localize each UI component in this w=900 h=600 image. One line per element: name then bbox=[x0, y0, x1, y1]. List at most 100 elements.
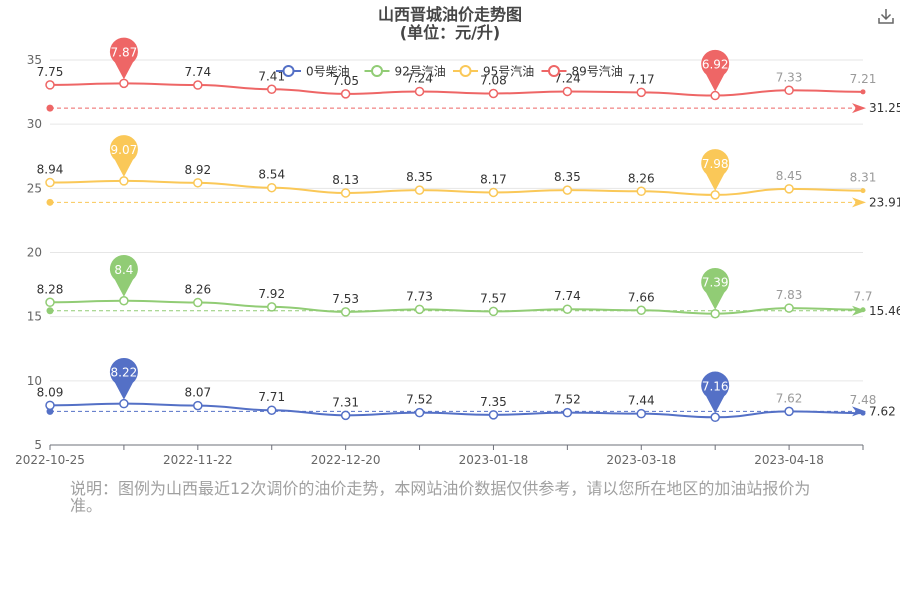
data-point[interactable] bbox=[193, 400, 203, 411]
data-point[interactable] bbox=[340, 89, 351, 99]
max-marker-pin: 8.22 bbox=[109, 357, 138, 400]
data-point[interactable] bbox=[340, 188, 351, 198]
marker-pin-shape bbox=[701, 267, 730, 310]
legend-marker bbox=[371, 65, 383, 77]
data-label: 7.17 bbox=[628, 72, 655, 86]
data-point[interactable] bbox=[488, 187, 499, 198]
series-lines bbox=[49, 82, 864, 419]
data-labels: 8.09 8.07 7.71 7.31 7.52 7.35 7.52 7.44 7.62 7.48… bbox=[37, 65, 877, 409]
marker-pin-label: 8.4 bbox=[114, 263, 133, 277]
data-point[interactable] bbox=[636, 305, 647, 315]
data-label: 7.41 bbox=[258, 69, 285, 83]
average-arrow bbox=[852, 103, 866, 114]
y-tick-label: 20 bbox=[27, 246, 42, 260]
average-value-label: 15.46 bbox=[869, 304, 900, 318]
marker-pin-label: 7.16 bbox=[702, 379, 729, 393]
data-label: 7.53 bbox=[332, 292, 359, 306]
data-point[interactable] bbox=[45, 80, 55, 90]
data-point[interactable] bbox=[636, 186, 647, 197]
data-point[interactable] bbox=[45, 400, 55, 411]
series-line bbox=[49, 179, 864, 196]
data-point[interactable] bbox=[784, 184, 794, 194]
data-label: 7.7 bbox=[853, 290, 872, 304]
legend[interactable]: 0号柴油 92号汽油 95号汽油 89号汽油 bbox=[276, 64, 623, 79]
data-label: 8.09 bbox=[37, 385, 64, 399]
data-point[interactable] bbox=[860, 307, 866, 313]
data-point[interactable] bbox=[119, 78, 129, 89]
data-point[interactable] bbox=[45, 177, 55, 188]
series-line bbox=[49, 82, 864, 97]
data-label: 8.07 bbox=[184, 386, 211, 400]
marker-pin-shape bbox=[109, 357, 138, 400]
data-point[interactable] bbox=[266, 405, 277, 415]
data-point[interactable] bbox=[860, 89, 866, 95]
data-point[interactable] bbox=[340, 410, 351, 421]
data-point[interactable] bbox=[414, 407, 425, 418]
data-point[interactable] bbox=[414, 185, 425, 195]
data-label: 7.48 bbox=[850, 393, 877, 407]
data-point[interactable] bbox=[710, 412, 720, 423]
legend-item[interactable]: 95号汽油 bbox=[453, 64, 534, 79]
series-line bbox=[49, 299, 864, 315]
x-tick-label: 2022-12-20 bbox=[311, 453, 381, 467]
x-tick-label: 2023-01-18 bbox=[459, 453, 529, 467]
data-point[interactable] bbox=[562, 185, 573, 195]
average-value-label: 7.62 bbox=[869, 404, 896, 418]
data-point[interactable] bbox=[193, 80, 203, 90]
marker-pins: 8.22 7.16 8.4 7.39 9.07 7.98 7.87 6.92 bbox=[109, 37, 730, 414]
data-point[interactable] bbox=[193, 297, 203, 308]
data-point[interactable] bbox=[266, 182, 277, 193]
data-point[interactable] bbox=[266, 302, 277, 312]
data-point[interactable] bbox=[636, 87, 647, 98]
data-point[interactable] bbox=[119, 296, 129, 306]
data-label: 7.24 bbox=[406, 71, 433, 85]
data-point[interactable] bbox=[562, 304, 573, 314]
data-point[interactable] bbox=[45, 297, 55, 308]
marker-pin-shape bbox=[109, 255, 138, 297]
data-point[interactable] bbox=[488, 88, 499, 99]
average-arrow bbox=[852, 305, 866, 316]
data-label: 8.31 bbox=[850, 171, 877, 185]
marker-pin-label: 7.87 bbox=[111, 45, 138, 59]
chart-subtitle: (单位：元/升) bbox=[400, 23, 500, 42]
legend-item[interactable]: 89号汽油 bbox=[541, 64, 623, 79]
data-point[interactable] bbox=[710, 308, 720, 319]
data-point[interactable] bbox=[784, 303, 794, 313]
data-label: 7.75 bbox=[37, 65, 64, 79]
data-label: 8.94 bbox=[37, 163, 64, 177]
data-point[interactable] bbox=[636, 408, 647, 419]
data-label: 7.73 bbox=[406, 289, 433, 303]
data-label: 7.31 bbox=[332, 395, 359, 409]
data-point[interactable] bbox=[784, 406, 794, 417]
data-label: 8.35 bbox=[406, 170, 433, 184]
data-point[interactable] bbox=[860, 188, 866, 194]
data-point[interactable] bbox=[193, 178, 203, 188]
data-label: 7.52 bbox=[554, 393, 581, 407]
data-point[interactable] bbox=[784, 85, 794, 96]
legend-item[interactable]: 0号柴油 bbox=[276, 65, 350, 79]
y-tick-label: 10 bbox=[27, 374, 42, 388]
data-label: 8.28 bbox=[37, 282, 64, 296]
data-label: 7.92 bbox=[258, 287, 285, 301]
data-point[interactable] bbox=[710, 190, 720, 200]
x-axis: 2022-10-25 2022-11-22 2022-12-20 2023-01-18… bbox=[15, 444, 864, 467]
data-point[interactable] bbox=[562, 86, 573, 97]
data-point[interactable] bbox=[340, 307, 351, 317]
data-point[interactable] bbox=[488, 306, 499, 317]
data-point[interactable] bbox=[860, 410, 866, 416]
data-point[interactable] bbox=[710, 90, 720, 101]
data-point[interactable] bbox=[488, 410, 499, 420]
data-point[interactable] bbox=[119, 176, 129, 186]
data-point[interactable] bbox=[266, 84, 277, 95]
data-point[interactable] bbox=[414, 304, 425, 315]
data-label: 7.71 bbox=[258, 390, 285, 404]
data-point[interactable] bbox=[562, 407, 573, 418]
legend-item[interactable]: 92号汽油 bbox=[364, 64, 446, 79]
data-label: 7.21 bbox=[850, 72, 877, 86]
marker-pin-label: 9.07 bbox=[111, 143, 138, 157]
x-tick-label: 2023-03-18 bbox=[606, 453, 676, 467]
download-icon[interactable] bbox=[876, 6, 896, 26]
data-point[interactable] bbox=[414, 86, 425, 97]
data-point[interactable] bbox=[119, 398, 129, 409]
